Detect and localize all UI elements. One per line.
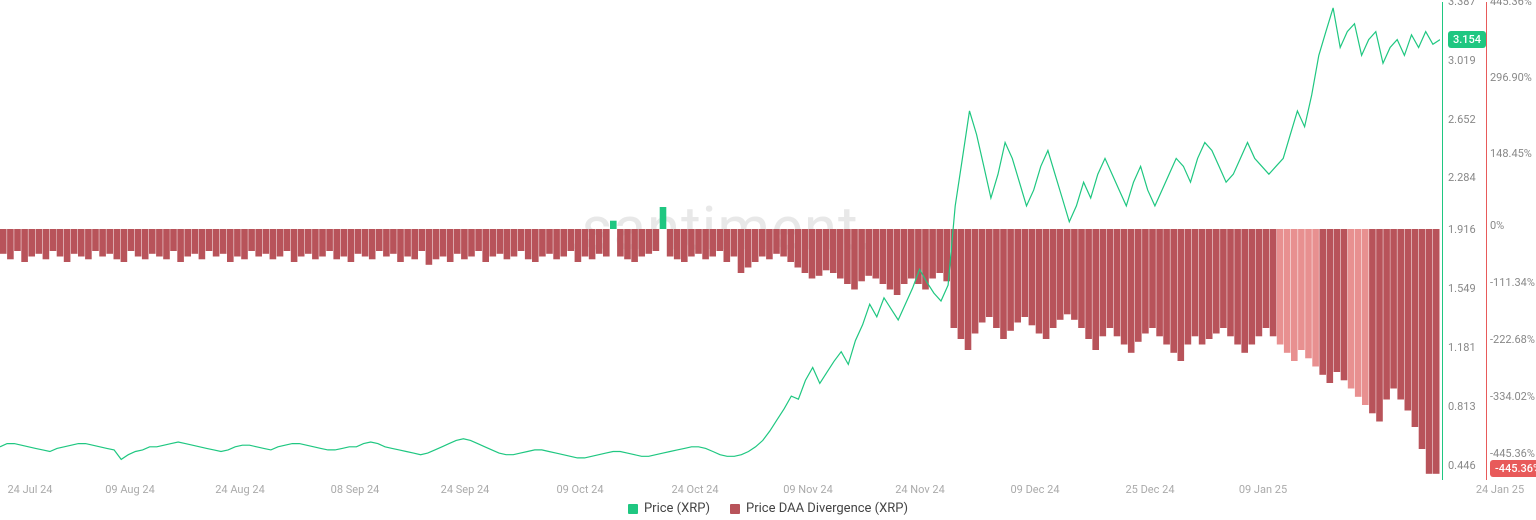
y-tick-price: 3.387 bbox=[1448, 0, 1476, 8]
y-tick-price: 3.019 bbox=[1448, 54, 1476, 67]
legend-swatch bbox=[628, 504, 638, 514]
legend-swatch bbox=[730, 504, 740, 514]
chart-plot-area[interactable]: .santiment. bbox=[0, 0, 1440, 478]
legend-label: Price DAA Divergence (XRP) bbox=[746, 501, 908, 516]
legend-label: Price (XRP) bbox=[644, 501, 710, 516]
y-tick-price: 1.181 bbox=[1448, 341, 1476, 354]
y-tick-daa: -222.68% bbox=[1490, 333, 1535, 346]
legend-item[interactable]: Price (XRP) bbox=[628, 501, 710, 516]
x-tick: 24 Aug 24 bbox=[215, 483, 265, 496]
price-current-badge: 3.154 bbox=[1448, 31, 1486, 48]
y-axis-price: 3.387 3.019 2.652 2.284 1.916 1.549 1.181 0.813… bbox=[1444, 0, 1484, 478]
y-tick-price: 2.652 bbox=[1448, 113, 1476, 126]
y-tick-price: 2.284 bbox=[1448, 171, 1476, 184]
x-tick: 24 Sep 24 bbox=[441, 483, 490, 496]
daa-current-badge: -445.36% bbox=[1490, 460, 1536, 477]
y-tick-daa: 148.45% bbox=[1490, 147, 1532, 160]
chart-svg bbox=[0, 0, 1440, 478]
x-tick: 09 Jan 25 bbox=[1239, 483, 1287, 496]
x-tick: 24 Jul 24 bbox=[8, 483, 53, 496]
y-tick-price: 0.446 bbox=[1448, 459, 1476, 472]
x-tick: 09 Aug 24 bbox=[105, 483, 155, 496]
y-axis-price-line bbox=[1442, 2, 1443, 480]
y-tick-price: 0.813 bbox=[1448, 400, 1476, 413]
y-tick-daa: 296.90% bbox=[1490, 71, 1532, 84]
y-tick-daa: -334.02% bbox=[1490, 390, 1535, 403]
x-axis: 24 Jul 24 09 Aug 24 24 Aug 24 08 Sep 24 24 S… bbox=[0, 483, 1536, 499]
x-tick: 25 Dec 24 bbox=[1126, 483, 1175, 496]
x-tick: 09 Dec 24 bbox=[1011, 483, 1060, 496]
chart-legend: Price (XRP) Price DAA Divergence (XRP) bbox=[0, 501, 1536, 516]
x-tick: 08 Sep 24 bbox=[331, 483, 380, 496]
x-tick: 24 Nov 24 bbox=[895, 483, 945, 496]
y-axis-daa: 445.36% 296.90% 148.45% 0% -111.34% -222.68% -… bbox=[1490, 0, 1536, 478]
y-axis-daa-line bbox=[1486, 2, 1487, 480]
y-tick-daa: 445.36% bbox=[1490, 0, 1532, 8]
y-tick-daa: 0% bbox=[1490, 219, 1504, 232]
x-tick: 24 Oct 24 bbox=[671, 483, 718, 496]
x-tick: 09 Nov 24 bbox=[783, 483, 833, 496]
x-tick: 09 Oct 24 bbox=[556, 483, 603, 496]
y-tick-price: 1.916 bbox=[1448, 223, 1476, 236]
y-tick-daa: -111.34% bbox=[1490, 276, 1535, 289]
y-tick-price: 1.549 bbox=[1448, 282, 1476, 295]
y-tick-daa: -445.36% bbox=[1490, 447, 1535, 460]
legend-item[interactable]: Price DAA Divergence (XRP) bbox=[730, 501, 908, 516]
x-tick: 24 Jan 25 bbox=[1476, 483, 1524, 496]
